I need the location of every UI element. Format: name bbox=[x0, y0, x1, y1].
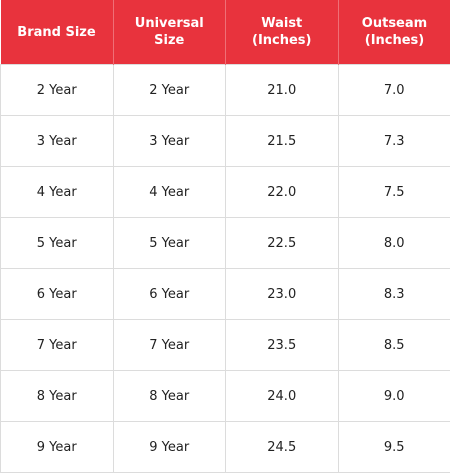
cell-universal-size: 5 Year bbox=[113, 218, 226, 269]
cell-brand-size: 9 Year bbox=[1, 422, 114, 473]
header-label: Waist (Inches) bbox=[232, 15, 332, 49]
cell-brand-size: 6 Year bbox=[1, 269, 114, 320]
header-label: Outseam (Inches) bbox=[345, 15, 445, 49]
cell-brand-size: 3 Year bbox=[1, 116, 114, 167]
table-row: 6 Year 6 Year 23.0 8.3 bbox=[1, 269, 450, 320]
cell-brand-size: 7 Year bbox=[1, 320, 114, 371]
cell-outseam: 8.3 bbox=[338, 269, 450, 320]
cell-waist: 21.5 bbox=[226, 116, 339, 167]
cell-outseam: 7.3 bbox=[338, 116, 450, 167]
header-label: Universal Size bbox=[120, 15, 220, 49]
cell-waist: 21.0 bbox=[226, 65, 339, 116]
cell-brand-size: 4 Year bbox=[1, 167, 114, 218]
header-brand-size: Brand Size bbox=[1, 0, 114, 65]
header-outseam: Outseam (Inches) bbox=[338, 0, 450, 65]
cell-outseam: 9.0 bbox=[338, 371, 450, 422]
table-row: 3 Year 3 Year 21.5 7.3 bbox=[1, 116, 450, 167]
cell-outseam: 7.0 bbox=[338, 65, 450, 116]
header-waist: Waist (Inches) bbox=[226, 0, 339, 65]
cell-waist: 24.0 bbox=[226, 371, 339, 422]
header-label: Brand Size bbox=[7, 24, 107, 41]
cell-brand-size: 8 Year bbox=[1, 371, 114, 422]
cell-universal-size: 9 Year bbox=[113, 422, 226, 473]
table-row: 5 Year 5 Year 22.5 8.0 bbox=[1, 218, 450, 269]
table-row: 2 Year 2 Year 21.0 7.0 bbox=[1, 65, 450, 116]
table-header-row: Brand Size Universal Size Waist (Inches)… bbox=[1, 0, 450, 65]
cell-universal-size: 3 Year bbox=[113, 116, 226, 167]
cell-universal-size: 7 Year bbox=[113, 320, 226, 371]
cell-outseam: 8.5 bbox=[338, 320, 450, 371]
header-universal-size: Universal Size bbox=[113, 0, 226, 65]
table-row: 8 Year 8 Year 24.0 9.0 bbox=[1, 371, 450, 422]
cell-outseam: 7.5 bbox=[338, 167, 450, 218]
cell-waist: 24.5 bbox=[226, 422, 339, 473]
cell-waist: 23.0 bbox=[226, 269, 339, 320]
cell-outseam: 8.0 bbox=[338, 218, 450, 269]
cell-universal-size: 8 Year bbox=[113, 371, 226, 422]
cell-outseam: 9.5 bbox=[338, 422, 450, 473]
cell-universal-size: 6 Year bbox=[113, 269, 226, 320]
cell-brand-size: 2 Year bbox=[1, 65, 114, 116]
cell-waist: 22.5 bbox=[226, 218, 339, 269]
table-row: 4 Year 4 Year 22.0 7.5 bbox=[1, 167, 450, 218]
table-row: 9 Year 9 Year 24.5 9.5 bbox=[1, 422, 450, 473]
cell-waist: 23.5 bbox=[226, 320, 339, 371]
cell-universal-size: 2 Year bbox=[113, 65, 226, 116]
cell-brand-size: 5 Year bbox=[1, 218, 114, 269]
cell-waist: 22.0 bbox=[226, 167, 339, 218]
table-row: 7 Year 7 Year 23.5 8.5 bbox=[1, 320, 450, 371]
cell-universal-size: 4 Year bbox=[113, 167, 226, 218]
